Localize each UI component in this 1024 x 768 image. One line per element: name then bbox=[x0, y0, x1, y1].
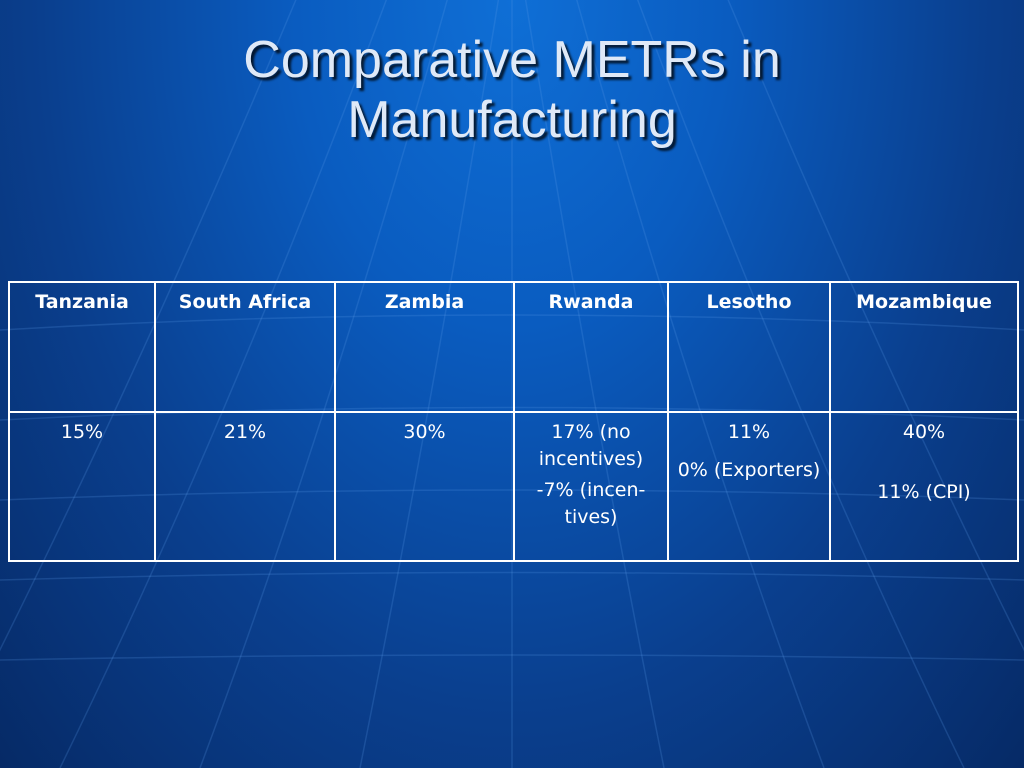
cell-value: 21% bbox=[223, 420, 267, 443]
header-tanzania: Tanzania bbox=[8, 281, 156, 413]
cell-value: -7% (incen-tives) bbox=[536, 478, 646, 528]
slide-title-line-1: Comparative METRs in bbox=[243, 31, 781, 89]
table-row: 15% 21% 30% 17% (no incentives) -7% (inc… bbox=[8, 410, 1019, 563]
cell-value: 0% (Exporters) bbox=[677, 458, 821, 481]
cell-value: 11% (CPI) bbox=[877, 480, 971, 503]
cell-value: 17% (no incentives) bbox=[538, 420, 644, 470]
cell-rwanda: 17% (no incentives) -7% (incen-tives) bbox=[513, 410, 669, 563]
metr-comparison-table: Tanzania South Africa Zambia Rwanda Leso… bbox=[8, 281, 1019, 563]
cell-lesotho: 11% 0% (Exporters) bbox=[667, 410, 831, 563]
cell-value: 30% bbox=[403, 420, 446, 443]
header-south-africa: South Africa bbox=[154, 281, 336, 413]
cell-mozambique: 40% 11% (CPI) bbox=[829, 410, 1019, 563]
slide-title-line-2: Manufacturing bbox=[347, 91, 677, 149]
slide-title: Comparative METRs in Manufacturing bbox=[0, 30, 1024, 150]
cell-value: 40% bbox=[902, 420, 946, 443]
header-rwanda: Rwanda bbox=[513, 281, 669, 413]
header-zambia: Zambia bbox=[334, 281, 515, 413]
cell-value: 15% bbox=[60, 420, 104, 443]
cell-tanzania: 15% bbox=[8, 410, 156, 563]
cell-value: 11% bbox=[727, 420, 771, 443]
header-mozambique: Mozambique bbox=[829, 281, 1019, 413]
table-header-row: Tanzania South Africa Zambia Rwanda Leso… bbox=[8, 281, 1019, 413]
cell-zambia: 30% bbox=[334, 410, 515, 563]
header-lesotho: Lesotho bbox=[667, 281, 831, 413]
cell-south-africa: 21% bbox=[154, 410, 336, 563]
